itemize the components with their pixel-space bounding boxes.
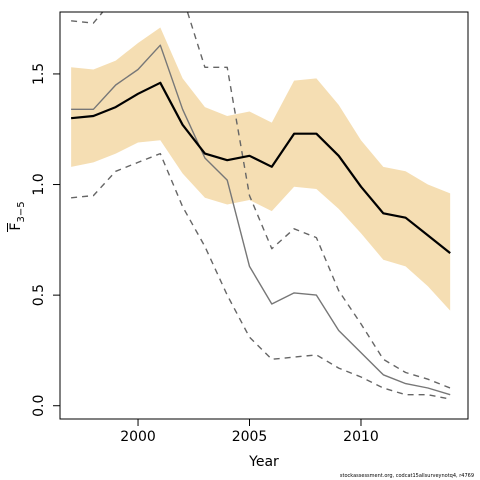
alternative-lower-line	[71, 152, 451, 400]
alternative-upper-line	[71, 12, 451, 389]
x-tick-label: 2005	[232, 429, 268, 445]
alternative-upper-series	[71, 12, 451, 389]
x-axis: 2000 2005 2010	[120, 419, 379, 445]
y-tick-label: 1.0	[31, 173, 47, 195]
alternative-lower-series	[71, 152, 451, 400]
confidence-band	[71, 27, 451, 311]
x-axis-title: Year	[248, 454, 279, 470]
plot-area	[70, 12, 451, 400]
y-tick-label: 1.5	[31, 63, 47, 85]
estimate-series	[70, 81, 451, 254]
x-tick-label: 2010	[343, 429, 379, 445]
x-tick-label: 2000	[120, 429, 156, 445]
svg-text:F3−5: F3−5	[8, 201, 27, 230]
estimate-line	[70, 81, 451, 254]
y-tick-label: 0.5	[31, 284, 47, 306]
y-axis-title-subscript: 3−5	[16, 201, 27, 222]
y-axis: 0.0 0.5 1.0 1.5	[31, 63, 60, 417]
y-axis-title: F3−5	[8, 201, 27, 230]
source-caption: stockassessment.org, codcat15allsurveyno…	[340, 473, 474, 479]
y-tick-label: 0.0	[31, 395, 47, 417]
plot-frame	[59, 11, 469, 420]
alternative-estimate-line	[71, 44, 451, 396]
alternative-estimate-series	[71, 44, 451, 396]
y-axis-title-main: F	[8, 223, 24, 231]
